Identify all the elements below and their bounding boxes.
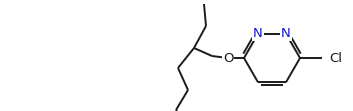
Text: Cl: Cl — [329, 52, 342, 64]
Text: O: O — [223, 52, 233, 64]
Text: N: N — [253, 27, 263, 40]
Text: N: N — [281, 27, 291, 40]
